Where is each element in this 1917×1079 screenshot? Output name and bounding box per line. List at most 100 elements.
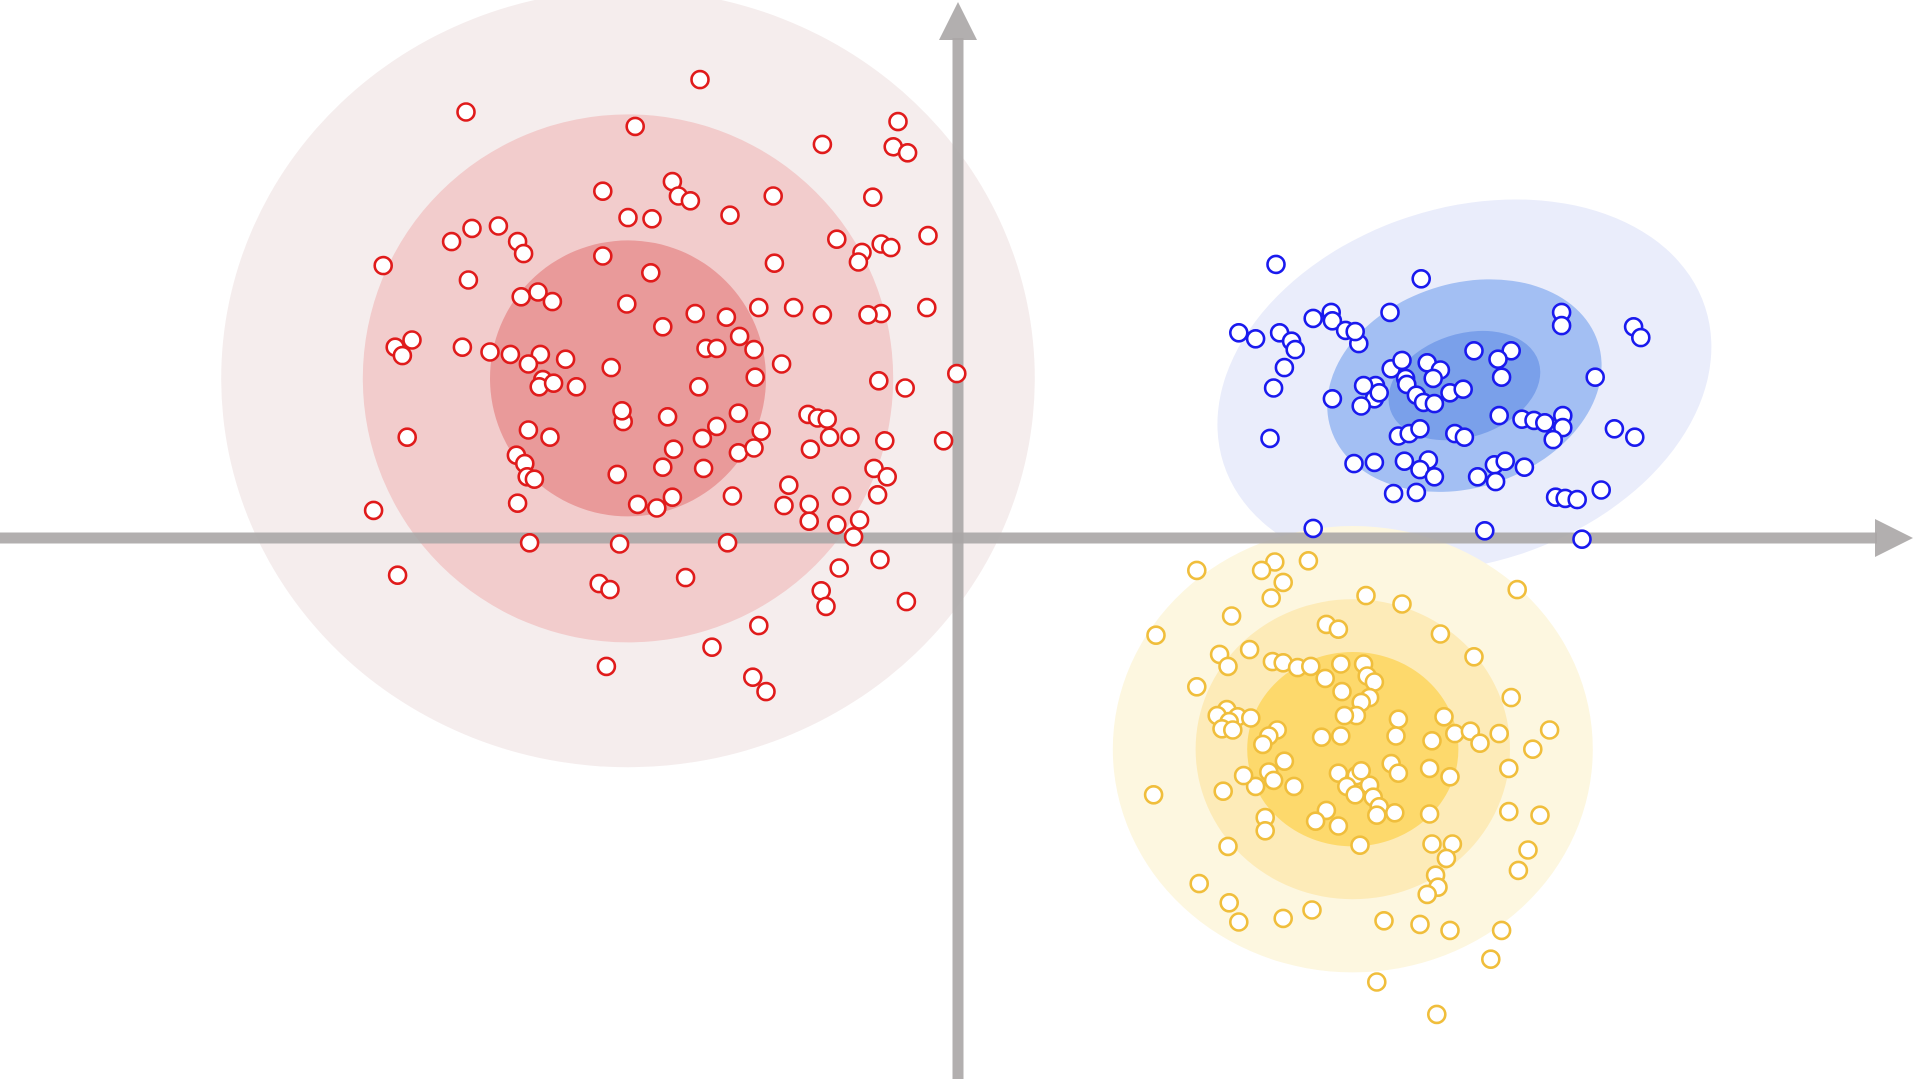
data-point-series-3-21 bbox=[1301, 656, 1321, 677]
data-point-series-1-27 bbox=[513, 243, 534, 264]
data-point-series-1-112 bbox=[843, 526, 864, 547]
data-point-series-3-92 bbox=[1436, 848, 1457, 869]
data-point-series-1-70 bbox=[657, 406, 678, 427]
data-point-series-2-8 bbox=[1322, 310, 1343, 331]
data-point-series-1-28 bbox=[640, 262, 661, 283]
data-point-series-1-17 bbox=[642, 209, 662, 229]
data-point-series-2-32 bbox=[1491, 367, 1512, 388]
data-point-series-1-58 bbox=[745, 367, 766, 388]
data-point-series-1-16 bbox=[618, 207, 638, 228]
data-point-series-1-49 bbox=[500, 344, 521, 365]
data-point-series-3-7 bbox=[1507, 579, 1527, 600]
data-point-series-3-8 bbox=[1356, 585, 1376, 606]
data-point-series-3-26 bbox=[1315, 668, 1335, 689]
data-point-series-3-69 bbox=[1440, 766, 1460, 787]
data-point-series-1-106 bbox=[774, 495, 794, 516]
data-point-series-2-70 bbox=[1406, 482, 1427, 503]
data-point-series-1-47 bbox=[452, 337, 473, 358]
data-point-series-2-11 bbox=[1229, 322, 1249, 343]
data-point-series-3-84 bbox=[1385, 802, 1405, 823]
data-point-series-1-42 bbox=[783, 297, 804, 318]
data-point-series-2-71 bbox=[1383, 483, 1404, 504]
data-point-series-3-89 bbox=[1422, 834, 1442, 854]
data-point-series-1-91 bbox=[874, 430, 895, 451]
data-point-series-1-121 bbox=[675, 567, 696, 588]
data-point-series-3-93 bbox=[1518, 840, 1538, 860]
data-point-series-3-6 bbox=[1261, 588, 1281, 608]
data-point-series-2-74 bbox=[1567, 489, 1587, 510]
data-point-series-1-53 bbox=[652, 316, 673, 337]
data-point-series-1-103 bbox=[627, 494, 648, 515]
data-point-series-2-43 bbox=[1424, 393, 1445, 414]
data-point-series-2-25 bbox=[1631, 327, 1651, 348]
data-point-series-1-67 bbox=[868, 370, 889, 391]
data-point-series-3-5 bbox=[1251, 560, 1272, 581]
data-point-series-1-37 bbox=[685, 303, 706, 324]
data-point-series-1-26 bbox=[441, 231, 462, 252]
data-point-series-3-59 bbox=[1263, 770, 1284, 791]
data-point-series-3-86 bbox=[1499, 801, 1519, 822]
data-point-series-1-5 bbox=[888, 111, 908, 132]
data-point-series-1-107 bbox=[799, 494, 820, 515]
data-point-series-3-9 bbox=[1392, 594, 1412, 614]
data-point-series-1-44 bbox=[858, 304, 878, 325]
data-point-series-3-95 bbox=[1189, 873, 1209, 894]
data-point-series-3-75 bbox=[1345, 784, 1365, 805]
data-point-series-1-18 bbox=[462, 218, 482, 239]
data-point-series-1-62 bbox=[543, 373, 564, 394]
data-point-series-3-85 bbox=[1419, 804, 1440, 824]
data-point-series-1-34 bbox=[528, 282, 548, 302]
data-point-series-1-116 bbox=[609, 534, 630, 554]
data-point-series-1-102 bbox=[507, 493, 528, 514]
data-point-series-3-101 bbox=[1273, 908, 1293, 929]
data-point-series-2-30 bbox=[1353, 375, 1374, 396]
data-point-series-1-117 bbox=[717, 532, 738, 553]
x-axis-arrow-icon bbox=[1875, 519, 1913, 557]
data-point-series-2-12 bbox=[1245, 328, 1266, 349]
data-point-series-1-23 bbox=[918, 225, 938, 246]
data-point-series-2-44 bbox=[1489, 405, 1509, 426]
data-point-series-1-78 bbox=[663, 439, 684, 460]
data-point-series-3-14 bbox=[1146, 625, 1166, 646]
data-point-series-2-60 bbox=[1364, 452, 1385, 473]
data-point-series-1-32 bbox=[458, 270, 479, 290]
data-point-series-1-128 bbox=[702, 637, 722, 658]
data-point-series-3-109 bbox=[1427, 1004, 1447, 1025]
data-point-series-3-99 bbox=[1219, 892, 1239, 913]
data-point-series-1-74 bbox=[728, 403, 749, 424]
data-point-series-1-38 bbox=[748, 297, 769, 318]
data-point-series-2-26 bbox=[1274, 357, 1295, 378]
data-point-series-3-107 bbox=[1481, 949, 1501, 970]
data-point-series-1-7 bbox=[897, 143, 918, 163]
data-point-series-1-127 bbox=[748, 615, 769, 636]
data-point-series-2-69 bbox=[1485, 471, 1506, 492]
data-point-series-1-8 bbox=[592, 181, 613, 201]
data-point-series-3-103 bbox=[1374, 910, 1394, 931]
data-point-series-3-102 bbox=[1229, 912, 1249, 932]
data-point-series-1-101 bbox=[652, 457, 673, 478]
data-point-series-3-33 bbox=[1501, 687, 1521, 708]
data-point-series-3-105 bbox=[1440, 920, 1460, 941]
data-point-series-2-31 bbox=[1423, 368, 1443, 389]
data-point-series-2-53 bbox=[1410, 418, 1430, 439]
data-point-series-2-58 bbox=[1260, 428, 1280, 449]
data-point-series-1-39 bbox=[716, 307, 737, 328]
data-point-series-2-68 bbox=[1467, 466, 1488, 487]
data-point-series-1-29 bbox=[764, 253, 785, 274]
data-point-series-2-15 bbox=[1345, 321, 1365, 342]
data-point-series-3-100 bbox=[1302, 900, 1322, 920]
data-point-series-1-41 bbox=[812, 304, 833, 325]
data-point-series-1-73 bbox=[706, 416, 727, 437]
data-point-series-3-10 bbox=[1221, 606, 1242, 626]
data-point-series-1-114 bbox=[363, 500, 384, 521]
data-point-series-3-46 bbox=[1253, 734, 1273, 755]
data-point-series-3-3 bbox=[1298, 550, 1319, 571]
data-point-series-2-1 bbox=[1266, 254, 1286, 275]
data-point-series-1-56 bbox=[744, 339, 764, 360]
data-point-series-3-88 bbox=[1350, 835, 1370, 856]
data-point-series-1-3 bbox=[625, 116, 646, 137]
data-point-series-2-66 bbox=[1514, 457, 1535, 478]
data-point-series-2-59 bbox=[1344, 453, 1364, 474]
data-point-series-3-68 bbox=[1419, 758, 1440, 779]
data-point-series-2-57 bbox=[1625, 427, 1645, 448]
